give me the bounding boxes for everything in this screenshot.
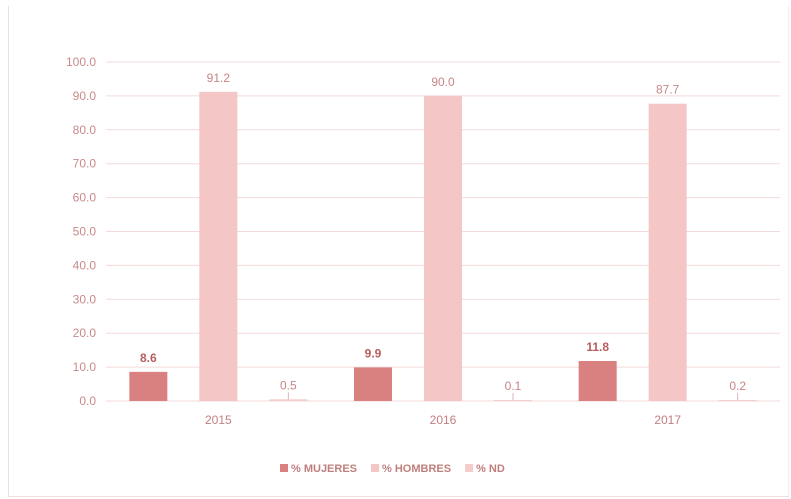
y-tick-label: 90.0 xyxy=(73,89,97,103)
y-tick-label: 50.0 xyxy=(73,225,97,239)
legend-label: % ND xyxy=(476,463,505,475)
bar-mujeres-2016 xyxy=(354,367,392,401)
y-tick-label: 70.0 xyxy=(73,157,97,171)
bar-nd-2017 xyxy=(718,400,757,401)
legend-swatch xyxy=(280,464,288,472)
legend-label: % MUJERES xyxy=(291,463,357,475)
data-label: 90.0 xyxy=(431,75,455,89)
bar-mujeres-2017 xyxy=(578,360,617,401)
data-label: 0.2 xyxy=(729,379,746,393)
data-label: 91.2 xyxy=(207,71,231,85)
y-tick-label: 40.0 xyxy=(73,258,97,272)
x-tick-label: 2015 xyxy=(205,413,232,427)
y-tick-label: 0.0 xyxy=(79,394,96,408)
bar-nd-2016 xyxy=(494,400,532,401)
data-label: 11.8 xyxy=(586,340,609,354)
legend-label: % HOMBRES xyxy=(382,463,451,475)
y-tick-label: 60.0 xyxy=(73,191,97,205)
data-label: 0.1 xyxy=(505,379,522,393)
data-label: 87.7 xyxy=(656,83,680,97)
legend-swatch xyxy=(465,464,474,472)
x-tick-label: 2016 xyxy=(430,413,457,427)
bar-nd-2015 xyxy=(269,399,308,401)
bar-hombres-2015 xyxy=(199,91,238,401)
data-label: 0.5 xyxy=(280,378,297,392)
y-tick-label: 100.0 xyxy=(66,55,96,69)
data-label: 8.6 xyxy=(140,351,157,365)
chart-frame xyxy=(8,6,789,497)
bar-hombres-2017 xyxy=(648,103,687,402)
y-tick-label: 30.0 xyxy=(73,292,97,306)
bar-hombres-2016 xyxy=(424,95,462,402)
y-tick-label: 10.0 xyxy=(73,360,97,374)
legend-swatch xyxy=(371,464,380,472)
data-label: 9.9 xyxy=(365,346,382,360)
y-tick-label: 20.0 xyxy=(73,326,97,340)
x-tick-label: 2017 xyxy=(654,413,681,427)
y-tick-label: 80.0 xyxy=(73,123,97,137)
bar-mujeres-2015 xyxy=(129,371,168,401)
